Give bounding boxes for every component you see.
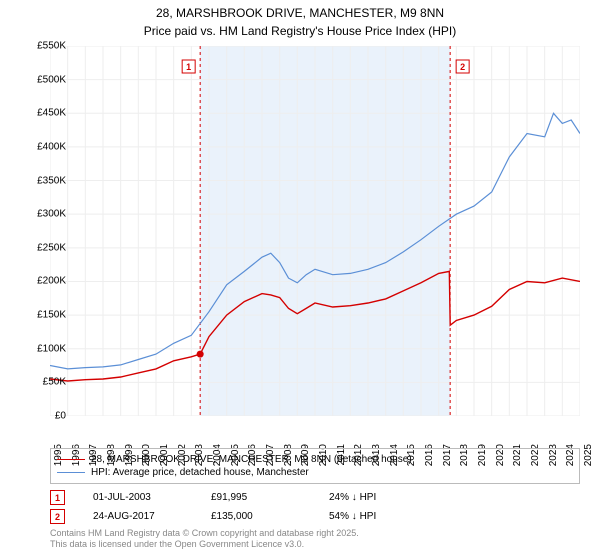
- y-tick-label: £350K: [37, 175, 66, 186]
- footer-attribution: Contains HM Land Registry data © Crown c…: [50, 528, 359, 551]
- sale-delta: 54% ↓ HPI: [329, 511, 419, 522]
- x-tick-label: 2025: [583, 444, 594, 466]
- y-tick-label: £200K: [37, 276, 66, 287]
- legend-swatch-property: [57, 459, 85, 460]
- y-tick-label: £550K: [37, 41, 66, 52]
- y-tick-label: £50K: [43, 377, 66, 388]
- y-tick-label: £400K: [37, 141, 66, 152]
- legend-swatch-hpi: [57, 472, 85, 473]
- chart-svg: 12: [50, 46, 580, 416]
- legend-row: 28, MARSHBROOK DRIVE, MANCHESTER, M9 8NN…: [57, 453, 573, 466]
- sale-row: 2 24-AUG-2017 £135,000 54% ↓ HPI: [50, 507, 580, 526]
- sale-delta: 24% ↓ HPI: [329, 492, 419, 503]
- sale-badge-2: 2: [50, 509, 65, 524]
- y-tick-label: £500K: [37, 74, 66, 85]
- footer-line2: This data is licensed under the Open Gov…: [50, 539, 359, 550]
- sale-price: £135,000: [211, 511, 301, 522]
- chart-plot-area: 12: [50, 46, 580, 416]
- y-tick-label: £0: [55, 411, 66, 422]
- sale-price: £91,995: [211, 492, 301, 503]
- sales-table: 1 01-JUL-2003 £91,995 24% ↓ HPI 2 24-AUG…: [50, 488, 580, 526]
- y-tick-label: £100K: [37, 343, 66, 354]
- footer-line1: Contains HM Land Registry data © Crown c…: [50, 528, 359, 539]
- svg-text:2: 2: [460, 62, 465, 72]
- sale-date: 01-JUL-2003: [93, 492, 183, 503]
- chart-title: 28, MARSHBROOK DRIVE, MANCHESTER, M9 8NN: [0, 0, 600, 22]
- y-tick-label: £150K: [37, 310, 66, 321]
- chart-subtitle: Price paid vs. HM Land Registry's House …: [0, 22, 600, 42]
- sale-badge-1: 1: [50, 490, 65, 505]
- y-tick-label: £250K: [37, 242, 66, 253]
- y-tick-label: £300K: [37, 209, 66, 220]
- y-tick-label: £450K: [37, 108, 66, 119]
- legend-row: HPI: Average price, detached house, Manc…: [57, 466, 573, 479]
- legend-box: 28, MARSHBROOK DRIVE, MANCHESTER, M9 8NN…: [50, 448, 580, 484]
- sale-row: 1 01-JUL-2003 £91,995 24% ↓ HPI: [50, 488, 580, 507]
- legend-label: 28, MARSHBROOK DRIVE, MANCHESTER, M9 8NN…: [91, 454, 412, 465]
- svg-text:1: 1: [186, 62, 191, 72]
- sale-date: 24-AUG-2017: [93, 511, 183, 522]
- legend-label: HPI: Average price, detached house, Manc…: [91, 467, 309, 478]
